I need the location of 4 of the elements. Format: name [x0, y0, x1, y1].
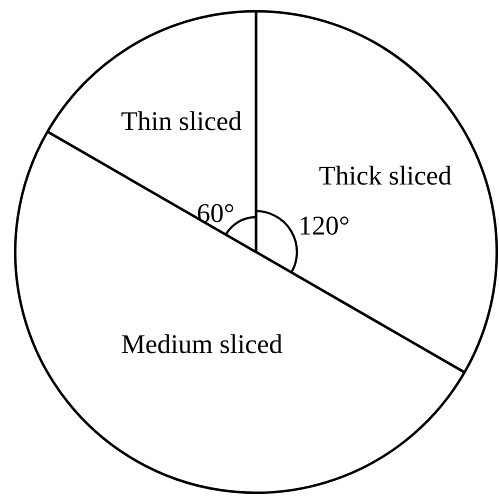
slice-label: Thick sliced: [318, 160, 452, 190]
slice-label: Medium sliced: [121, 328, 283, 359]
slice-label: Thin sliced: [121, 106, 242, 136]
data-label: 120°: [298, 210, 350, 241]
